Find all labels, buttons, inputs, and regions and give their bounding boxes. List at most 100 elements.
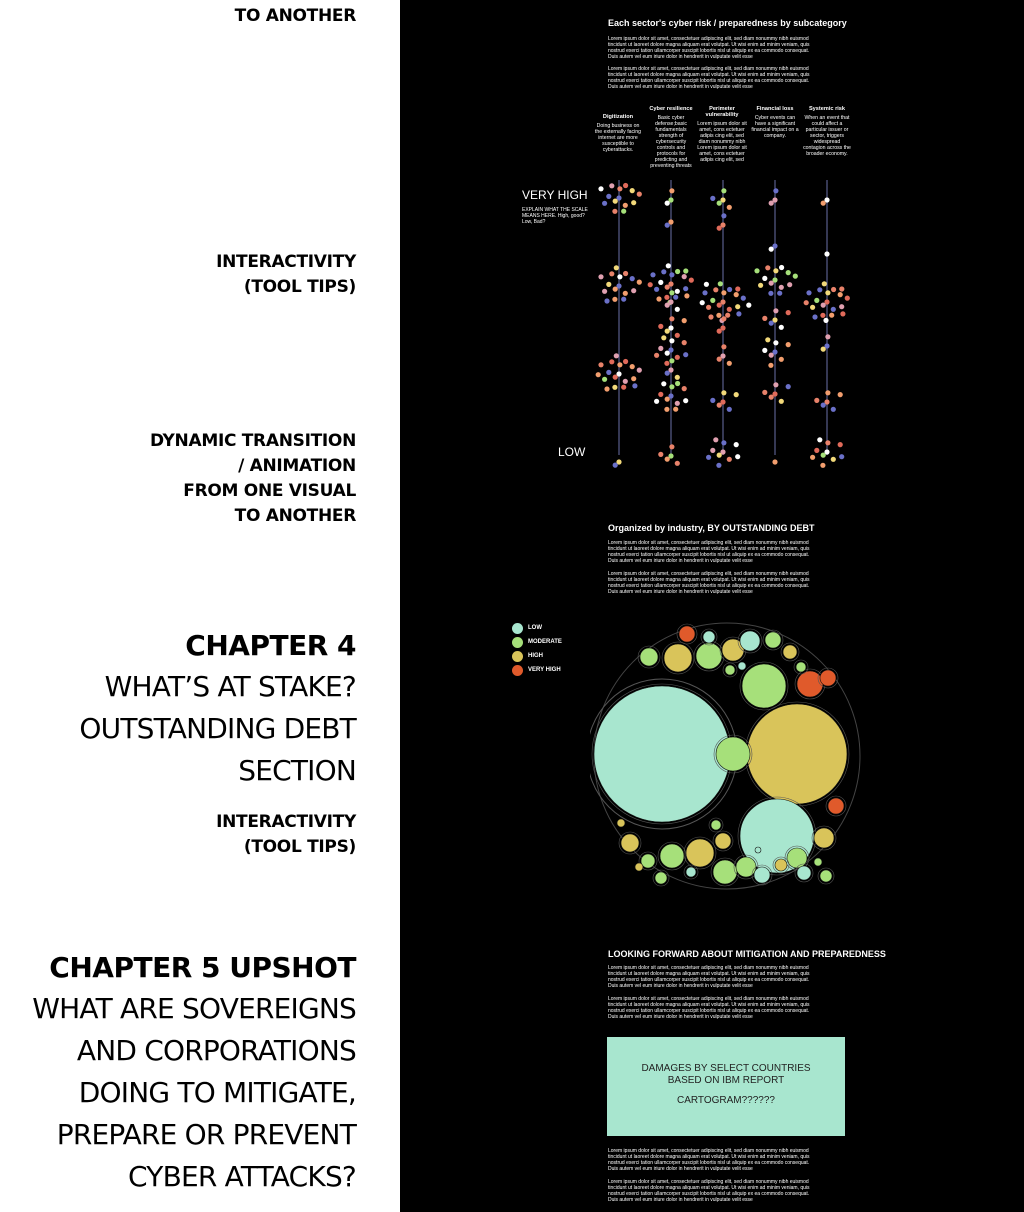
swarm-dot[interactable] [768, 352, 774, 358]
swarm-dot[interactable] [810, 454, 816, 460]
swarm-dot[interactable] [773, 188, 779, 194]
swarm-dot[interactable] [710, 447, 716, 453]
swarm-dot[interactable] [598, 274, 604, 280]
industry-bubble[interactable] [639, 647, 659, 667]
swarm-dot[interactable] [713, 287, 719, 293]
swarm-dot[interactable] [681, 318, 687, 324]
swarm-dot[interactable] [726, 306, 732, 312]
swarm-dot[interactable] [778, 324, 784, 330]
swarm-dot[interactable] [650, 272, 656, 278]
industry-bubble[interactable] [710, 819, 722, 831]
swarm-dot[interactable] [595, 372, 601, 378]
industry-bubble[interactable] [634, 862, 644, 872]
swarm-dot[interactable] [612, 286, 618, 292]
swarm-dot[interactable] [674, 306, 680, 312]
swarm-dot[interactable] [840, 311, 846, 317]
swarm-dot[interactable] [604, 386, 610, 392]
swarm-dot[interactable] [664, 396, 670, 402]
swarm-dot[interactable] [629, 188, 635, 194]
swarm-dot[interactable] [839, 454, 845, 460]
beeswarm-chart[interactable] [400, 170, 1024, 470]
industry-bubble[interactable] [754, 846, 762, 854]
industry-bubble[interactable] [764, 631, 782, 649]
industry-bubble[interactable] [712, 859, 738, 885]
swarm-dot[interactable] [612, 198, 618, 204]
swarm-dot[interactable] [622, 202, 628, 208]
swarm-dot[interactable] [733, 292, 739, 298]
swarm-dot[interactable] [824, 299, 830, 305]
industry-bubble[interactable] [685, 866, 697, 878]
swarm-dot[interactable] [839, 304, 845, 310]
swarm-dot[interactable] [779, 264, 785, 271]
industry-bubble[interactable] [593, 685, 731, 823]
swarm-dot[interactable] [668, 299, 674, 305]
swarm-dot[interactable] [720, 399, 726, 405]
swarm-dot[interactable] [668, 325, 674, 331]
swarm-dot[interactable] [661, 335, 667, 341]
industry-bubble[interactable] [640, 853, 656, 869]
swarm-dot[interactable] [612, 208, 618, 214]
swarm-dot[interactable] [768, 246, 774, 252]
swarm-dot[interactable] [721, 390, 727, 396]
swarm-dot[interactable] [684, 293, 690, 299]
swarm-dot[interactable] [673, 294, 679, 300]
swarm-dot[interactable] [669, 444, 675, 450]
swarm-dot[interactable] [617, 186, 623, 192]
swarm-dot[interactable] [820, 302, 826, 308]
swarm-dot[interactable] [720, 299, 726, 305]
swarm-dot[interactable] [820, 200, 826, 206]
industry-bubble[interactable] [813, 857, 823, 867]
swarm-dot[interactable] [674, 374, 680, 380]
swarm-dot[interactable] [664, 406, 670, 412]
industry-bubble[interactable] [735, 856, 757, 878]
industry-bubble[interactable] [654, 871, 668, 885]
industry-bubble[interactable] [782, 644, 798, 660]
swarm-dot[interactable] [716, 462, 722, 468]
swarm-dot[interactable] [778, 356, 784, 362]
swarm-dot[interactable] [658, 279, 664, 285]
swarm-dot[interactable] [837, 292, 843, 298]
swarm-dot[interactable] [612, 462, 618, 468]
swarm-dot[interactable] [616, 459, 622, 465]
swarm-dot[interactable] [668, 197, 674, 203]
swarm-dot[interactable] [726, 456, 732, 462]
industry-bubble[interactable] [774, 858, 788, 872]
swarm-dot[interactable] [768, 290, 774, 296]
industry-bubble[interactable] [796, 670, 824, 698]
swarm-dot[interactable] [824, 399, 830, 405]
swarm-dot[interactable] [654, 286, 660, 292]
industry-bubble[interactable] [753, 866, 771, 884]
swarm-dot[interactable] [740, 295, 746, 301]
swarm-dot[interactable] [669, 272, 675, 278]
swarm-dot[interactable] [829, 312, 835, 318]
industry-bubble[interactable] [739, 630, 761, 652]
swarm-dot[interactable] [669, 358, 675, 364]
swarm-dot[interactable] [720, 197, 726, 203]
swarm-dot[interactable] [613, 265, 619, 271]
swarm-dot[interactable] [617, 362, 623, 368]
industry-bubble[interactable] [724, 664, 736, 676]
swarm-dot[interactable] [726, 360, 732, 366]
swarm-dot[interactable] [806, 290, 812, 296]
swarm-dot[interactable] [674, 400, 680, 406]
swarm-dot[interactable] [772, 391, 778, 397]
swarm-dot[interactable] [725, 312, 731, 318]
swarm-dot[interactable] [632, 383, 638, 389]
swarm-dot[interactable] [733, 442, 739, 448]
industry-bubble[interactable] [616, 818, 626, 828]
swarm-dot[interactable] [772, 459, 778, 465]
swarm-dot[interactable] [716, 356, 722, 362]
swarm-dot[interactable] [785, 384, 791, 390]
swarm-dot[interactable] [721, 344, 727, 350]
swarm-dot[interactable] [623, 182, 629, 189]
swarm-dot[interactable] [785, 310, 791, 316]
industry-bubble[interactable] [702, 630, 716, 644]
swarm-dot[interactable] [773, 308, 779, 314]
swarm-dot[interactable] [762, 275, 768, 281]
swarm-dot[interactable] [824, 251, 830, 257]
swarm-dot[interactable] [720, 222, 726, 228]
swarm-dot[interactable] [631, 288, 637, 294]
swarm-dot[interactable] [820, 452, 826, 458]
swarm-dot[interactable] [708, 314, 714, 320]
swarm-dot[interactable] [839, 286, 845, 292]
